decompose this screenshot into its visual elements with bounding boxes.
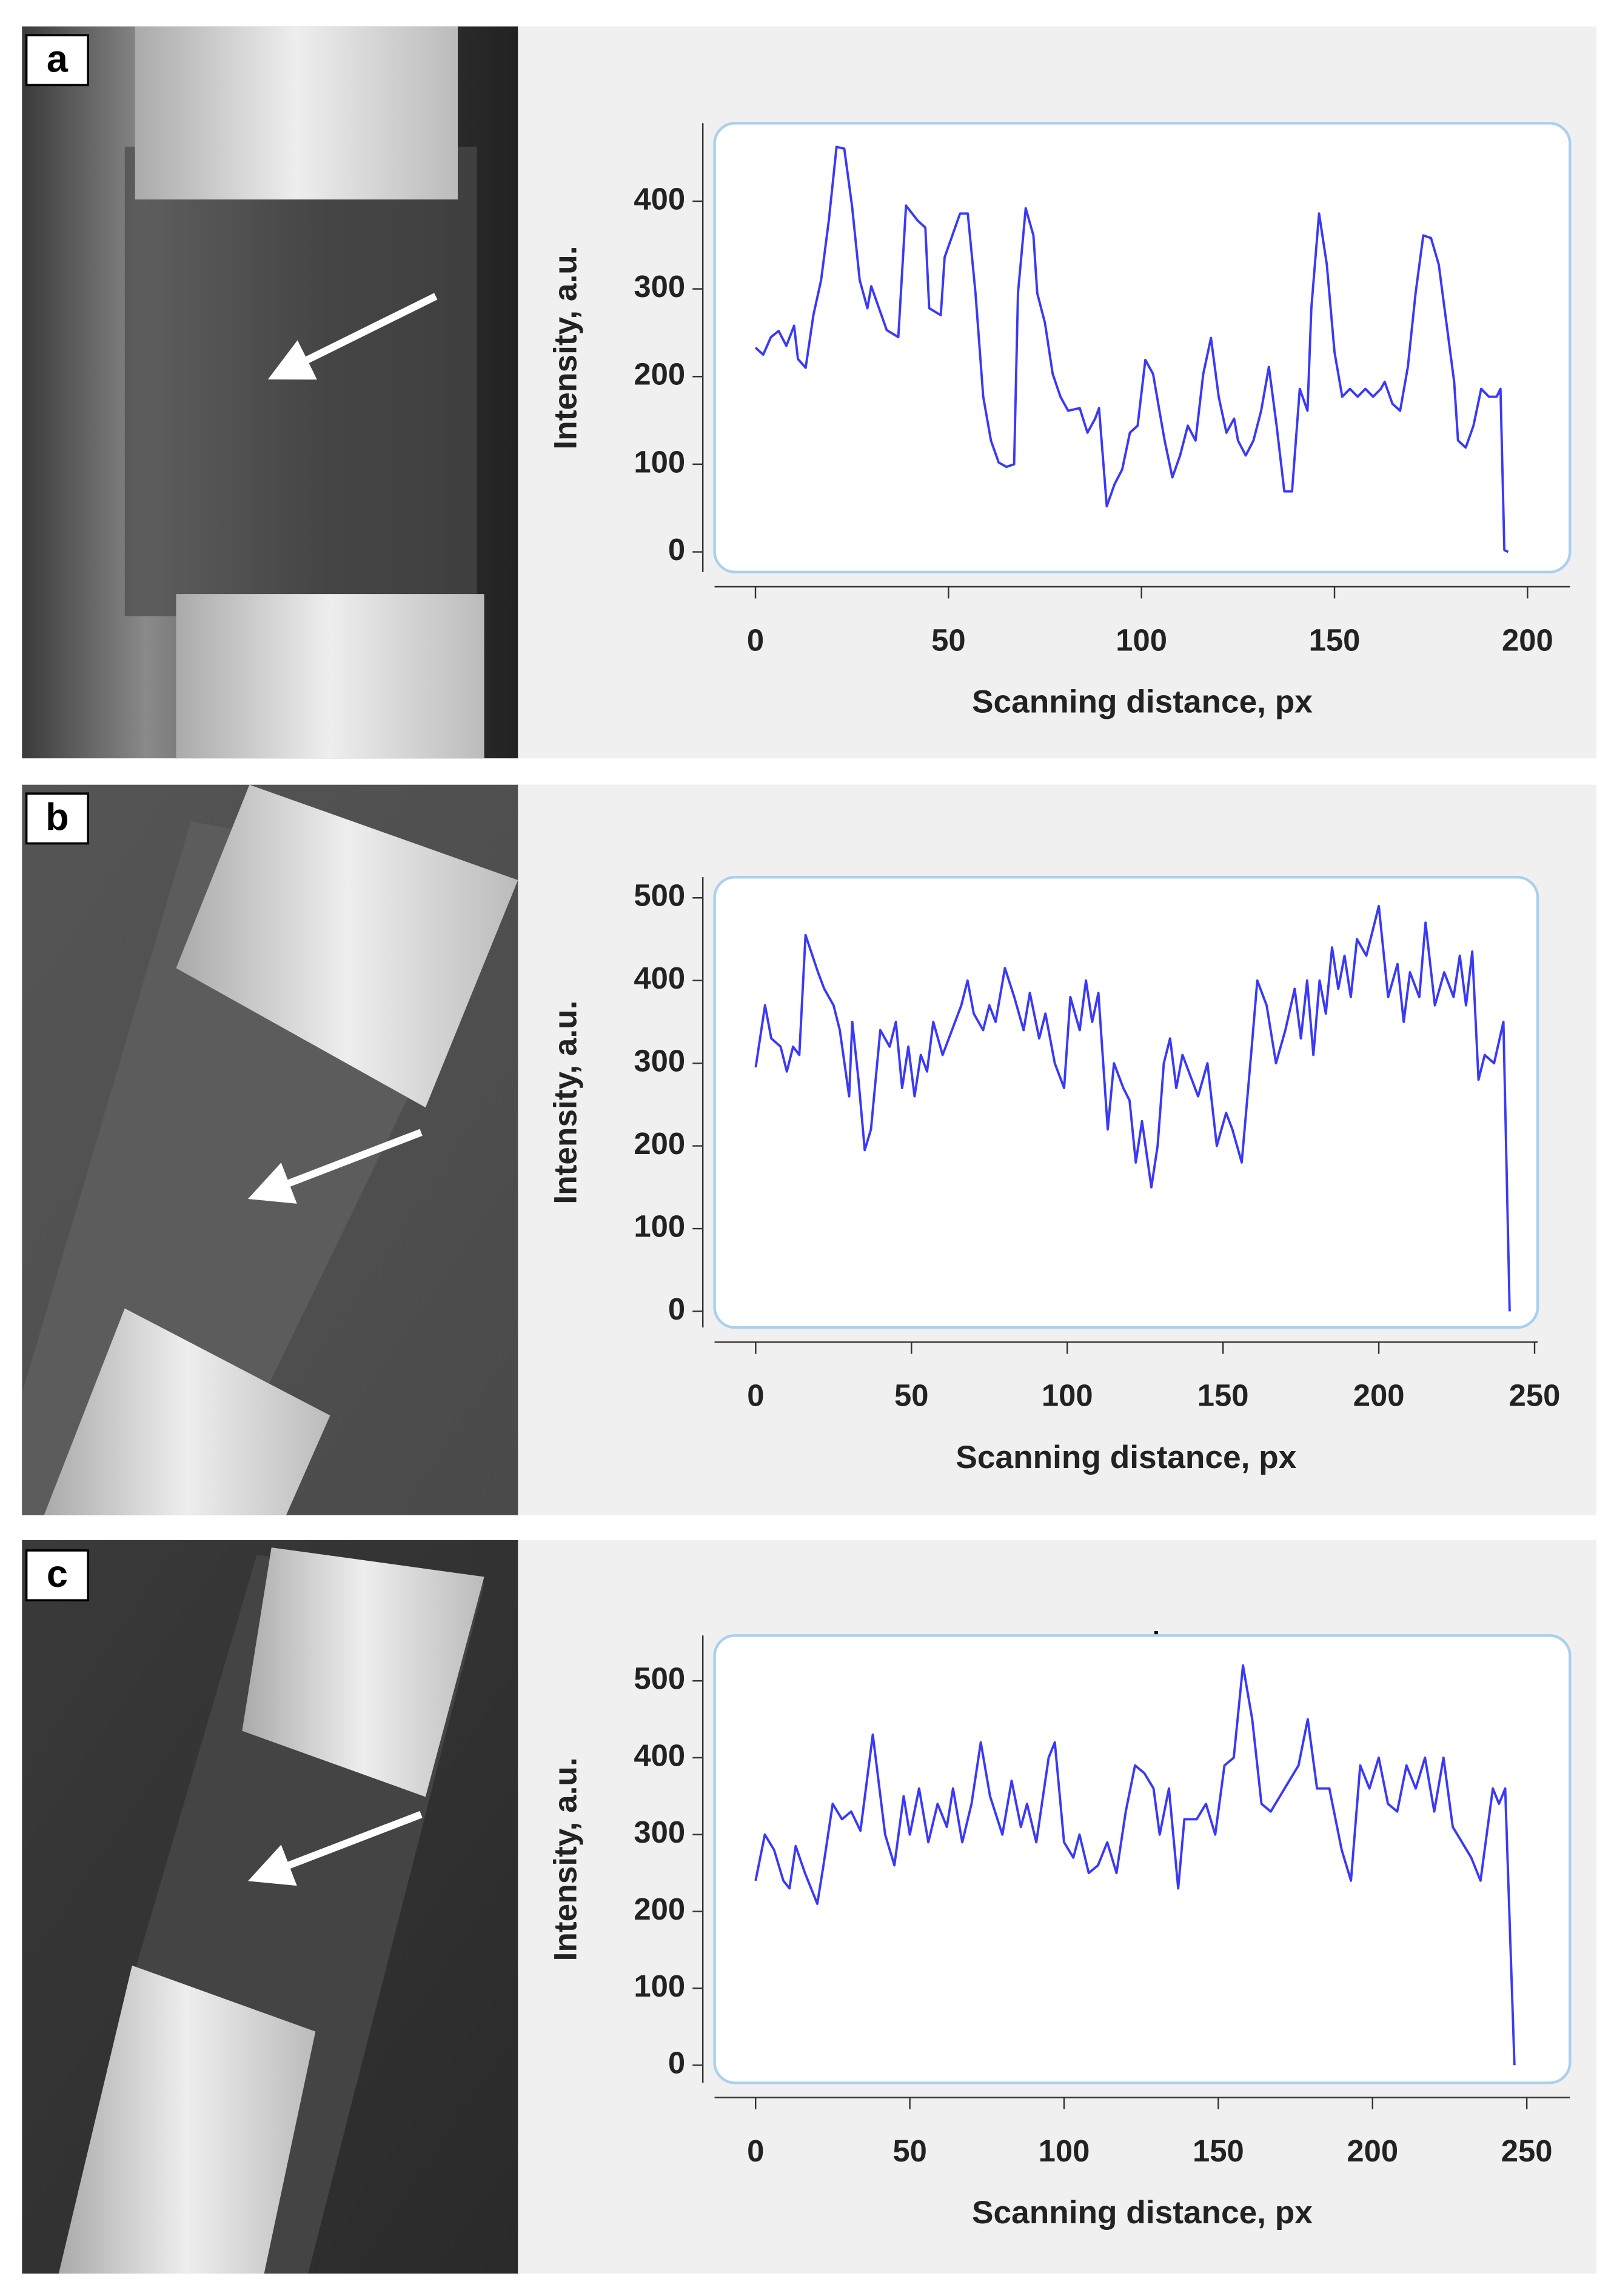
plot-area [713, 122, 1572, 573]
panel-label-box [25, 34, 90, 87]
x-axis-label: Scanning distance, px [972, 2195, 1313, 2231]
x-tick-label: 200 [1347, 2134, 1398, 2168]
y-tick-label: 0 [668, 2046, 685, 2080]
y-axis-label: Intensity, a.u. [548, 1757, 584, 1961]
panel-label-box [25, 1549, 90, 1602]
y-tick-label: 300 [634, 1044, 685, 1078]
x-tick-label: 50 [931, 622, 966, 657]
sem-image [22, 784, 518, 1515]
y-tick-label: 300 [634, 269, 685, 304]
plot-area [713, 1634, 1572, 2084]
y-tick-label: 0 [668, 1292, 685, 1326]
x-axis-label: Scanning distance, px [972, 684, 1313, 720]
x-tick-label: 150 [1197, 1378, 1249, 1413]
x-tick-label: 200 [1502, 622, 1553, 657]
x-tick-label: 150 [1193, 2134, 1244, 2168]
x-tick-label: 100 [1042, 1378, 1093, 1413]
y-axis-label: Intensity, a.u. [548, 1001, 584, 1204]
y-tick-label: 100 [634, 1209, 685, 1243]
y-tick-label: 100 [634, 444, 685, 479]
x-axis-label: Scanning distance, px [956, 1440, 1296, 1475]
x-tick-label: 100 [1039, 2134, 1090, 2168]
y-tick-label: 200 [634, 357, 685, 392]
plot-area [713, 875, 1539, 1329]
panel-label: a [47, 38, 69, 80]
sem-image [22, 26, 518, 759]
panel-label: c [47, 1553, 68, 1595]
x-tick-label: 0 [747, 622, 764, 657]
data-line [754, 1664, 1516, 2066]
y-tick-label: 400 [634, 961, 685, 995]
y-tick-label: 300 [634, 1815, 685, 1849]
data-line [754, 904, 1511, 1312]
y-tick-label: 400 [634, 1738, 685, 1772]
y-axis-label: Intensity, a.u. [548, 245, 584, 449]
y-tick-label: 100 [634, 1969, 685, 2003]
y-tick-label: 200 [634, 1892, 685, 1926]
x-tick-label: 250 [1501, 2134, 1553, 2168]
y-tick-label: 0 [668, 532, 685, 567]
x-tick-label: 250 [1509, 1378, 1561, 1413]
y-tick-label: 500 [634, 1661, 685, 1696]
y-tick-label: 200 [634, 1126, 685, 1161]
y-tick-label: 400 [634, 181, 685, 216]
data-line [754, 145, 1509, 553]
y-tick-label: 500 [634, 878, 685, 913]
panel-label-box [25, 792, 90, 845]
x-tick-label: 100 [1116, 622, 1167, 657]
x-tick-label: 150 [1309, 622, 1361, 657]
x-tick-label: 0 [747, 2134, 764, 2168]
x-tick-label: 0 [747, 1378, 764, 1413]
x-tick-label: 200 [1353, 1378, 1405, 1413]
x-tick-label: 50 [894, 1378, 929, 1413]
sem-image [22, 1540, 518, 2274]
panel-label: b [45, 796, 69, 838]
x-tick-label: 50 [892, 2134, 927, 2168]
